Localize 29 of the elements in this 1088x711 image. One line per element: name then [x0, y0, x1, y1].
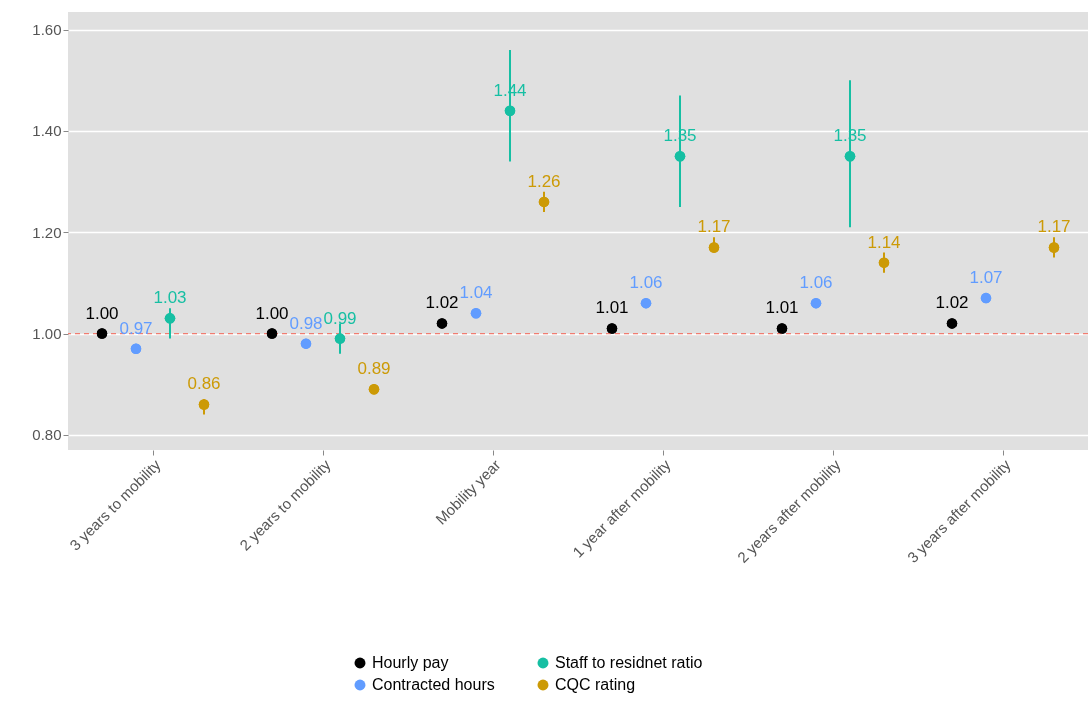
data-label: 1.01 — [765, 298, 799, 318]
data-label: 1.06 — [799, 273, 833, 293]
data-label: 1.02 — [425, 293, 459, 313]
data-label: 1.06 — [629, 273, 663, 293]
data-label: 0.86 — [187, 374, 221, 394]
data-label: 1.00 — [85, 303, 119, 323]
data-label: 1.14 — [867, 232, 901, 252]
data-label: 0.98 — [289, 313, 323, 333]
y-tick-label: 1.40 — [32, 122, 62, 140]
data-label: 0.89 — [357, 359, 391, 379]
data-label: 1.00 — [255, 303, 289, 323]
legend-label: CQC rating — [555, 676, 636, 693]
legend-label: Staff to residnet ratio — [555, 654, 703, 671]
data-label: 1.07 — [969, 268, 1003, 288]
y-tick-label: 1.00 — [32, 325, 62, 343]
data-label: 1.17 — [697, 217, 731, 237]
data-label: 0.97 — [119, 318, 153, 338]
data-label: 0.99 — [323, 308, 357, 328]
y-tick-label: 1.20 — [32, 223, 62, 241]
y-tick-label: 0.80 — [32, 426, 62, 444]
legend-label: Contracted hours — [372, 676, 495, 693]
y-tick-label: 1.60 — [32, 21, 62, 39]
data-label: 1.04 — [459, 283, 493, 303]
data-label: 1.17 — [1037, 217, 1071, 237]
data-label: 1.01 — [595, 298, 629, 318]
legend-label: Hourly pay — [372, 654, 449, 671]
data-label: 1.02 — [935, 293, 969, 313]
data-label: 1.03 — [153, 288, 187, 308]
data-label: 1.26 — [527, 171, 561, 191]
